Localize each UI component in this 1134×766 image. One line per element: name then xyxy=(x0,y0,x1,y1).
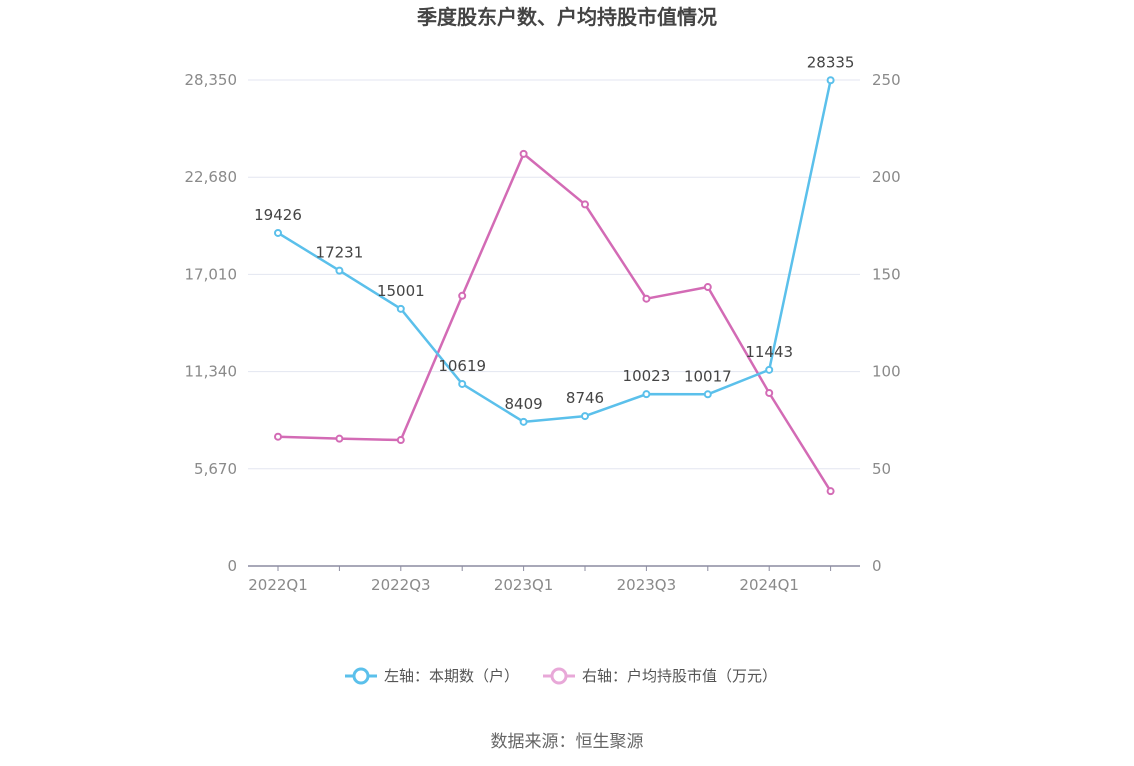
data-label-households: 19426 xyxy=(254,206,302,224)
legend-marker-holding-value xyxy=(550,667,568,685)
right-axis-ticks: 0 50 100 150 200 250 xyxy=(872,71,901,575)
data-point-households[interactable] xyxy=(765,365,774,374)
data-point-holding-value[interactable] xyxy=(396,436,405,445)
x-axis-tick-label: 2023Q3 xyxy=(617,576,677,594)
right-axis-tick-label: 100 xyxy=(872,363,901,381)
chart-title: 季度股东户数、户均持股市值情况 xyxy=(416,5,717,29)
data-label-households: 10619 xyxy=(438,357,486,375)
data-label-households: 11443 xyxy=(745,343,793,361)
data-point-holding-value[interactable] xyxy=(581,200,589,209)
right-axis-tick-label: 250 xyxy=(872,71,901,89)
left-axis-tick-label: 28,350 xyxy=(185,71,238,89)
series-line-households xyxy=(277,79,832,424)
x-axis-tick-label: 2022Q1 xyxy=(248,576,308,594)
x-axis-tick-label: 2022Q3 xyxy=(371,576,431,594)
data-label-households: 8409 xyxy=(505,395,543,413)
right-axis-tick-label: 0 xyxy=(872,557,882,575)
data-point-holding-value[interactable] xyxy=(335,434,344,443)
legend-label-holding-value: 右轴：户均持股市值（万元） xyxy=(582,667,777,685)
x-axis: 2022Q1 2022Q3 2023Q1 2023Q3 2024Q1 xyxy=(248,565,860,594)
data-point-holding-value[interactable] xyxy=(826,487,835,496)
right-axis-tick-label: 150 xyxy=(872,265,901,283)
data-label-households: 10017 xyxy=(684,367,732,385)
data-point-households[interactable] xyxy=(581,412,589,421)
data-point-holding-value[interactable] xyxy=(703,283,712,292)
data-point-households[interactable] xyxy=(519,417,528,426)
data-label-households: 10023 xyxy=(623,367,671,385)
source-note: 数据来源：恒生聚源 xyxy=(491,732,644,752)
data-point-households[interactable] xyxy=(642,390,651,399)
left-axis-tick-label: 17,010 xyxy=(185,265,238,283)
data-label-households: 28335 xyxy=(807,53,855,71)
right-axis-tick-label: 200 xyxy=(872,168,901,186)
right-axis-tick-label: 50 xyxy=(872,460,891,478)
left-axis-ticks: 0 5,670 11,340 17,010 22,680 28,350 xyxy=(185,71,238,575)
x-axis-tick-label: 2023Q1 xyxy=(494,576,554,594)
series-line-holding-value xyxy=(277,152,832,492)
left-axis-tick-label: 5,670 xyxy=(194,460,237,478)
legend[interactable]: 左轴：本期数（户） 右轴：户均持股市值（万元） xyxy=(345,667,777,685)
data-point-holding-value[interactable] xyxy=(458,291,467,300)
left-axis-tick-label: 22,680 xyxy=(185,168,238,186)
series-layer: 19426 17231 15001 10619 8409 8746 10023 10017 11… xyxy=(254,53,855,496)
data-label-households: 15001 xyxy=(377,282,425,300)
data-point-households[interactable] xyxy=(458,379,467,388)
data-label-households: 17231 xyxy=(316,244,364,262)
data-point-households[interactable] xyxy=(335,266,344,275)
data-point-holding-value[interactable] xyxy=(765,388,774,397)
data-point-holding-value[interactable] xyxy=(519,149,528,158)
legend-item-holding-value[interactable]: 右轴：户均持股市值（万元） xyxy=(543,667,777,685)
x-axis-tick-label: 2024Q1 xyxy=(739,576,799,594)
data-point-households[interactable] xyxy=(703,390,712,399)
series-holding-value xyxy=(274,149,835,496)
legend-item-households[interactable]: 左轴：本期数（户） xyxy=(345,667,519,685)
series-households: 19426 17231 15001 10619 8409 8746 10023 10017 11… xyxy=(254,53,855,426)
data-point-households[interactable] xyxy=(826,76,835,85)
data-point-holding-value[interactable] xyxy=(642,294,651,303)
data-point-holding-value[interactable] xyxy=(274,432,282,441)
left-axis-tick-label: 0 xyxy=(227,557,237,575)
legend-marker-households xyxy=(352,667,370,685)
data-point-households[interactable] xyxy=(274,228,282,237)
data-point-households[interactable] xyxy=(396,304,405,313)
legend-label-households: 左轴：本期数（户） xyxy=(384,667,519,685)
data-label-households: 8746 xyxy=(566,389,604,407)
left-axis-tick-label: 11,340 xyxy=(185,363,238,381)
